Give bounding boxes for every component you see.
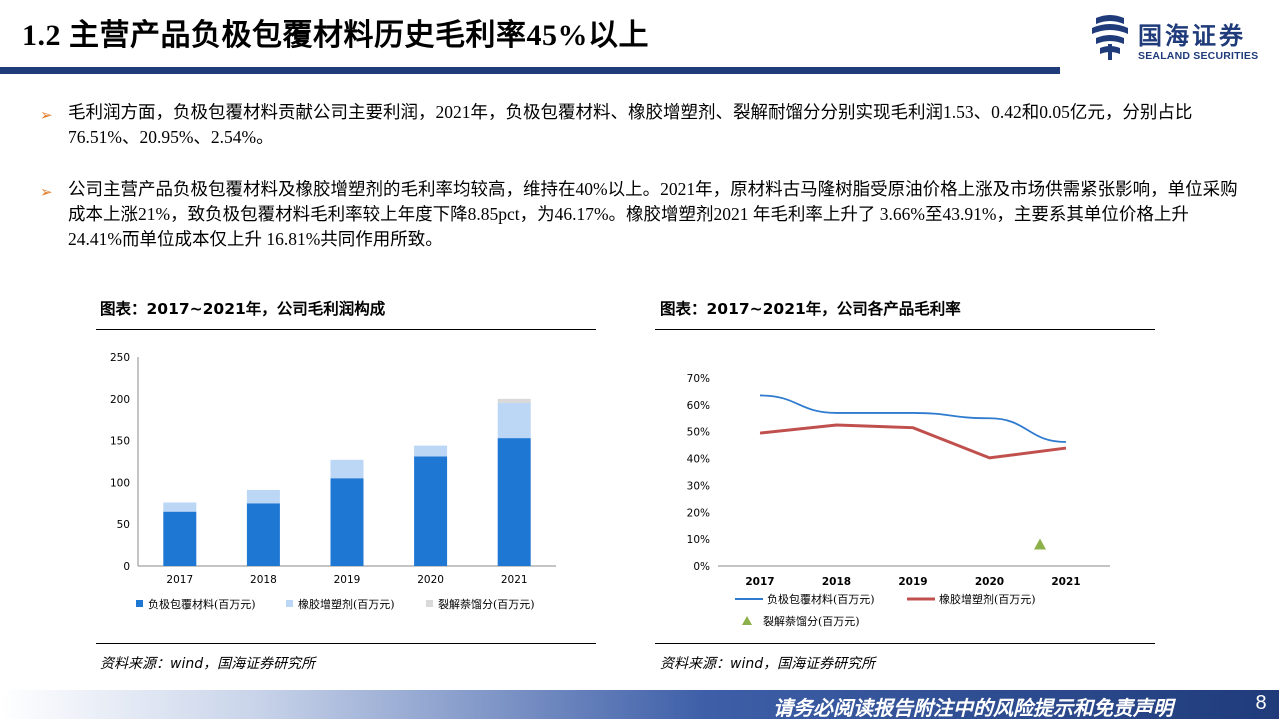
bar-segment <box>414 445 448 457</box>
legend-label: 负极包覆材料(百万元) <box>148 597 256 611</box>
left-chart-source: 资料来源：wind，国海证券研究所 <box>100 656 316 672</box>
series-line <box>759 423 1067 460</box>
logo-chinese-name: 国海证券 <box>1138 22 1246 50</box>
bullet-item-gross-profit: ➢ 毛利润方面，负极包覆材料贡献公司主要利润，2021年，负极包覆材料、橡胶增塑… <box>40 100 1240 152</box>
bullet-text: 毛利润方面，负极包覆材料贡献公司主要利润，2021年，负极包覆材料、橡胶增塑剂、… <box>68 102 1193 147</box>
y-tick-label: 250 <box>110 352 130 364</box>
left-chart-top-rule <box>96 329 596 330</box>
bar-segment <box>163 511 197 566</box>
x-tick-label: 2017 <box>166 574 193 586</box>
legend-label: 橡胶增塑剂(百万元) <box>298 597 395 611</box>
right-chart-top-rule <box>655 329 1155 330</box>
x-tick-label: 2018 <box>822 576 851 588</box>
bar-segment <box>330 459 364 479</box>
bullet-item-gross-margin: ➢ 公司主营产品负极包覆材料及橡胶增塑剂的毛利率均较高，维持在40%以上。202… <box>40 177 1240 255</box>
legend-swatch <box>426 600 433 607</box>
right-chart-source: 资料来源：wind，国海证券研究所 <box>660 656 876 672</box>
footer-bar <box>0 690 1279 719</box>
logo-english-name: SEALAND SECURITIES <box>1138 50 1259 62</box>
logo: 国海证券 SEALAND SECURITIES <box>1090 14 1270 68</box>
series-line <box>759 394 1067 443</box>
y-tick-label: 10% <box>687 534 710 546</box>
gross-profit-stacked-bar-chart: 0 50 100 150 200 250 2017 2018 2019 2020 2021 负极包覆材… <box>110 352 556 611</box>
x-tick-label: 2017 <box>745 576 774 588</box>
y-tick-label: 0 <box>123 561 130 573</box>
gross-margin-line-chart: 0% 10% 20% 30% 40% 50% 60% 70% 2017 2018 2019 2020 2… <box>687 373 1110 628</box>
page-number: 8 <box>1255 692 1267 714</box>
title-underline-bar <box>0 67 1060 74</box>
legend-label: 橡胶增塑剂(百万元) <box>939 592 1036 606</box>
footer-disclaimer: 请务必阅读报告附注中的风险提示和免责声明 <box>773 696 1173 720</box>
legend-label: 负极包覆材料(百万元) <box>767 592 875 606</box>
sealand-logo-icon <box>1092 15 1128 60</box>
bar-segment <box>497 438 531 566</box>
data-point-marker <box>1034 538 1046 550</box>
bar-segment <box>246 503 280 566</box>
y-tick-label: 50 <box>117 519 130 531</box>
x-tick-label: 2020 <box>975 576 1004 588</box>
page-title: 1.2 主营产品负极包覆材料历史毛利率45%以上 <box>22 19 649 52</box>
x-tick-label: 2021 <box>1051 576 1080 588</box>
y-tick-label: 60% <box>687 400 710 412</box>
right-chart-bottom-rule <box>655 643 1155 644</box>
bar-segment <box>330 478 364 566</box>
legend-swatch <box>136 600 143 607</box>
y-tick-label: 70% <box>687 373 710 385</box>
y-tick-label: 20% <box>687 507 710 519</box>
y-tick-label: 0% <box>693 561 710 573</box>
x-tick-label: 2021 <box>501 574 528 586</box>
bullet-arrow-icon: ➢ <box>40 106 53 124</box>
x-tick-label: 2020 <box>417 574 444 586</box>
bullet-arrow-icon: ➢ <box>40 183 53 201</box>
left-chart-title: 图表：2017~2021年，公司毛利润构成 <box>100 300 386 318</box>
x-tick-label: 2019 <box>898 576 927 588</box>
x-tick-label: 2019 <box>334 574 361 586</box>
y-tick-label: 100 <box>110 477 130 489</box>
y-tick-label: 30% <box>687 480 710 492</box>
bar-segment <box>246 489 280 504</box>
x-tick-label: 2018 <box>250 574 277 586</box>
y-tick-label: 50% <box>687 427 710 439</box>
right-chart-title: 图表：2017~2021年，公司各产品毛利率 <box>660 300 961 318</box>
y-tick-label: 40% <box>687 454 710 466</box>
y-tick-label: 150 <box>110 436 130 448</box>
bar-segment <box>414 456 448 566</box>
bar-segment <box>497 402 531 439</box>
bullet-text: 公司主营产品负极包覆材料及橡胶增塑剂的毛利率均较高，维持在40%以上。2021年… <box>68 179 1238 249</box>
legend-label: 裂解萘馏分(百万元) <box>438 597 535 611</box>
legend-swatch <box>286 600 293 607</box>
y-tick-label: 200 <box>110 394 130 406</box>
legend-label: 裂解萘馏分(百万元) <box>763 614 860 628</box>
bar-segment <box>497 398 531 403</box>
bar-segment <box>163 502 197 512</box>
legend-marker-swatch <box>742 616 752 625</box>
left-chart-bottom-rule <box>96 643 596 644</box>
